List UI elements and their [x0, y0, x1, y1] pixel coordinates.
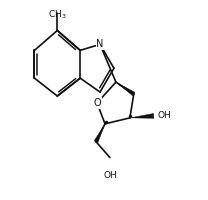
Polygon shape	[116, 82, 135, 96]
Text: CH$_3$: CH$_3$	[48, 8, 67, 21]
Text: O: O	[93, 98, 101, 108]
Text: OH: OH	[103, 171, 117, 180]
Text: N: N	[96, 39, 104, 49]
Polygon shape	[130, 114, 154, 118]
Polygon shape	[94, 124, 105, 143]
Text: OH: OH	[158, 111, 171, 120]
